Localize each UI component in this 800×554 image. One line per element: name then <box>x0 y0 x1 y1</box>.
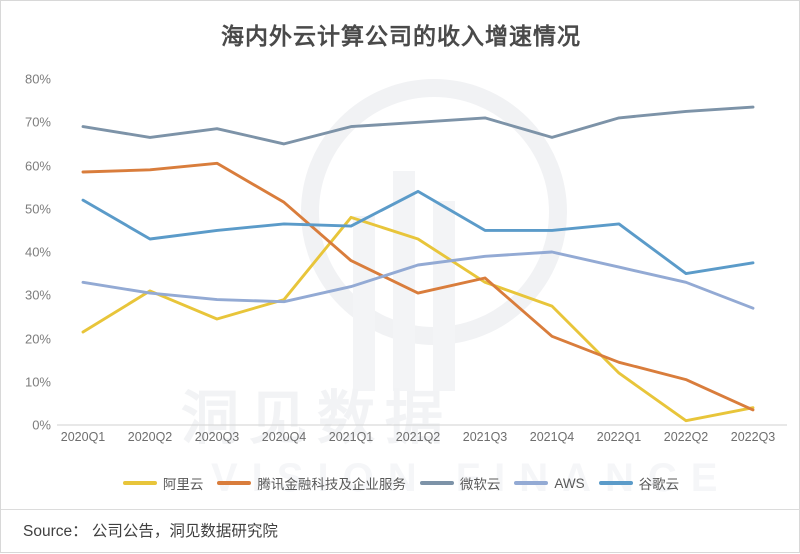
y-axis-labels: 80% 70% 60% 50% 40% 30% 20% 10% 0% <box>1 1 57 461</box>
series-line <box>81 189 755 276</box>
x-axis-tick-label: 2020Q3 <box>194 430 240 444</box>
y-axis-tick-label: 0% <box>32 417 51 433</box>
legend-item[interactable]: 腾讯金融科技及企业服务 <box>217 473 406 493</box>
legend-color-swatch <box>122 481 157 485</box>
x-axis-tick-label: 2021Q1 <box>328 430 374 444</box>
x-axis-tick-label: 2020Q2 <box>127 430 173 444</box>
legend-color-swatch <box>217 481 252 485</box>
series-line <box>81 250 755 310</box>
source-note: Source： 公司公告，洞见数据研究院 <box>23 523 278 540</box>
legend-color-swatch <box>419 481 454 485</box>
series-line <box>81 105 755 146</box>
y-axis-tick-label: 80% <box>24 71 51 87</box>
x-axis-labels: 2020Q1 2020Q2 2020Q3 2020Q4 2021Q1 2021Q2 2021… <box>1 1 800 461</box>
x-axis-tick-label: 2022Q1 <box>596 430 642 444</box>
x-axis-tick-label: 2020Q4 <box>261 430 307 444</box>
x-axis-tick-label: 2021Q2 <box>395 430 441 444</box>
legend-label: 微软云 <box>459 477 501 492</box>
x-axis-tick-label: 2022Q2 <box>663 430 709 444</box>
y-axis-tick-label: 40% <box>24 244 51 260</box>
series-paths <box>81 105 755 423</box>
y-axis-tick-label: 30% <box>24 287 51 303</box>
x-axis-tick-label: 2020Q1 <box>60 430 106 444</box>
series-lines <box>57 105 787 426</box>
y-axis-tick-label: 10% <box>24 374 51 390</box>
x-axis-tick-label: 2021Q3 <box>462 430 508 444</box>
legend-color-swatch <box>514 481 549 485</box>
y-axis-tick-label: 60% <box>24 158 51 173</box>
source-divider <box>1 509 800 510</box>
legend-item[interactable]: 微软云 <box>419 473 501 493</box>
series-line <box>81 161 755 412</box>
legend-item[interactable]: 谷歌云 <box>598 473 680 493</box>
chart-title: 海内外云计算公司的收入增速情况 <box>221 23 581 50</box>
y-axis-tick-label: 50% <box>24 201 51 217</box>
legend-label: 阿里云 <box>162 477 204 492</box>
legend-label: AWS <box>554 475 585 491</box>
legend-item[interactable]: 阿里云 <box>122 473 204 493</box>
chart-legend: 阿里云 腾讯金融科技及企业服务 微软云 AWS 谷歌云 <box>1 473 800 493</box>
legend-label: 谷歌云 <box>638 477 680 492</box>
y-axis-tick-label: 20% <box>24 331 51 346</box>
y-axis-tick-label: 70% <box>24 114 51 130</box>
series-line <box>81 215 755 423</box>
legend-item[interactable]: AWS <box>514 475 585 491</box>
plot-area: 80% 70% 60% 50% 40% 30% 20% 10% 0% 2020Q1 2020Q2 2… <box>1 1 800 461</box>
legend-label: 腾讯金融科技及企业服务 <box>257 477 406 492</box>
legend-color-swatch <box>598 481 633 485</box>
x-axis-tick-label: 2022Q3 <box>730 430 776 444</box>
x-axis-tick-label: 2021Q4 <box>529 430 575 444</box>
